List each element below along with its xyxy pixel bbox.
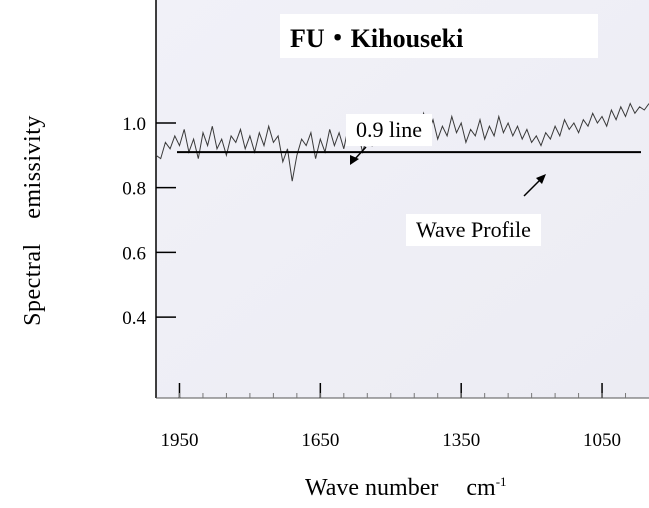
y-tick-label: 0.4: [122, 308, 146, 329]
y-tick-label: 1.0: [122, 114, 146, 135]
y-tick-label: 0.6: [122, 243, 146, 264]
x-tick-label: 1050: [583, 430, 621, 451]
annotation-0-9-line: 0.9 line: [346, 114, 432, 146]
y-axis-title: Spectral emissivity: [19, 114, 46, 326]
annotation-wave-profile: Wave Profile: [406, 214, 541, 246]
x-tick-label: 1650: [301, 430, 339, 451]
annotation-arrow-0-9-line: [350, 146, 367, 165]
plot-area: [156, 0, 649, 398]
x-axis-unit-exponent: -1: [495, 474, 507, 489]
chart-title: FU・Kihouseki: [290, 23, 464, 53]
x-axis-unit: cm: [466, 475, 496, 501]
x-tick-label: 1350: [442, 430, 480, 451]
y-tick-label: 0.8: [122, 179, 146, 200]
chart-title-box: FU・Kihouseki: [280, 14, 598, 58]
x-axis-title: Wave number cm-1: [305, 474, 507, 501]
x-tick-label: 1950: [160, 430, 198, 451]
annotation-arrow-wave-profile: [523, 174, 546, 197]
